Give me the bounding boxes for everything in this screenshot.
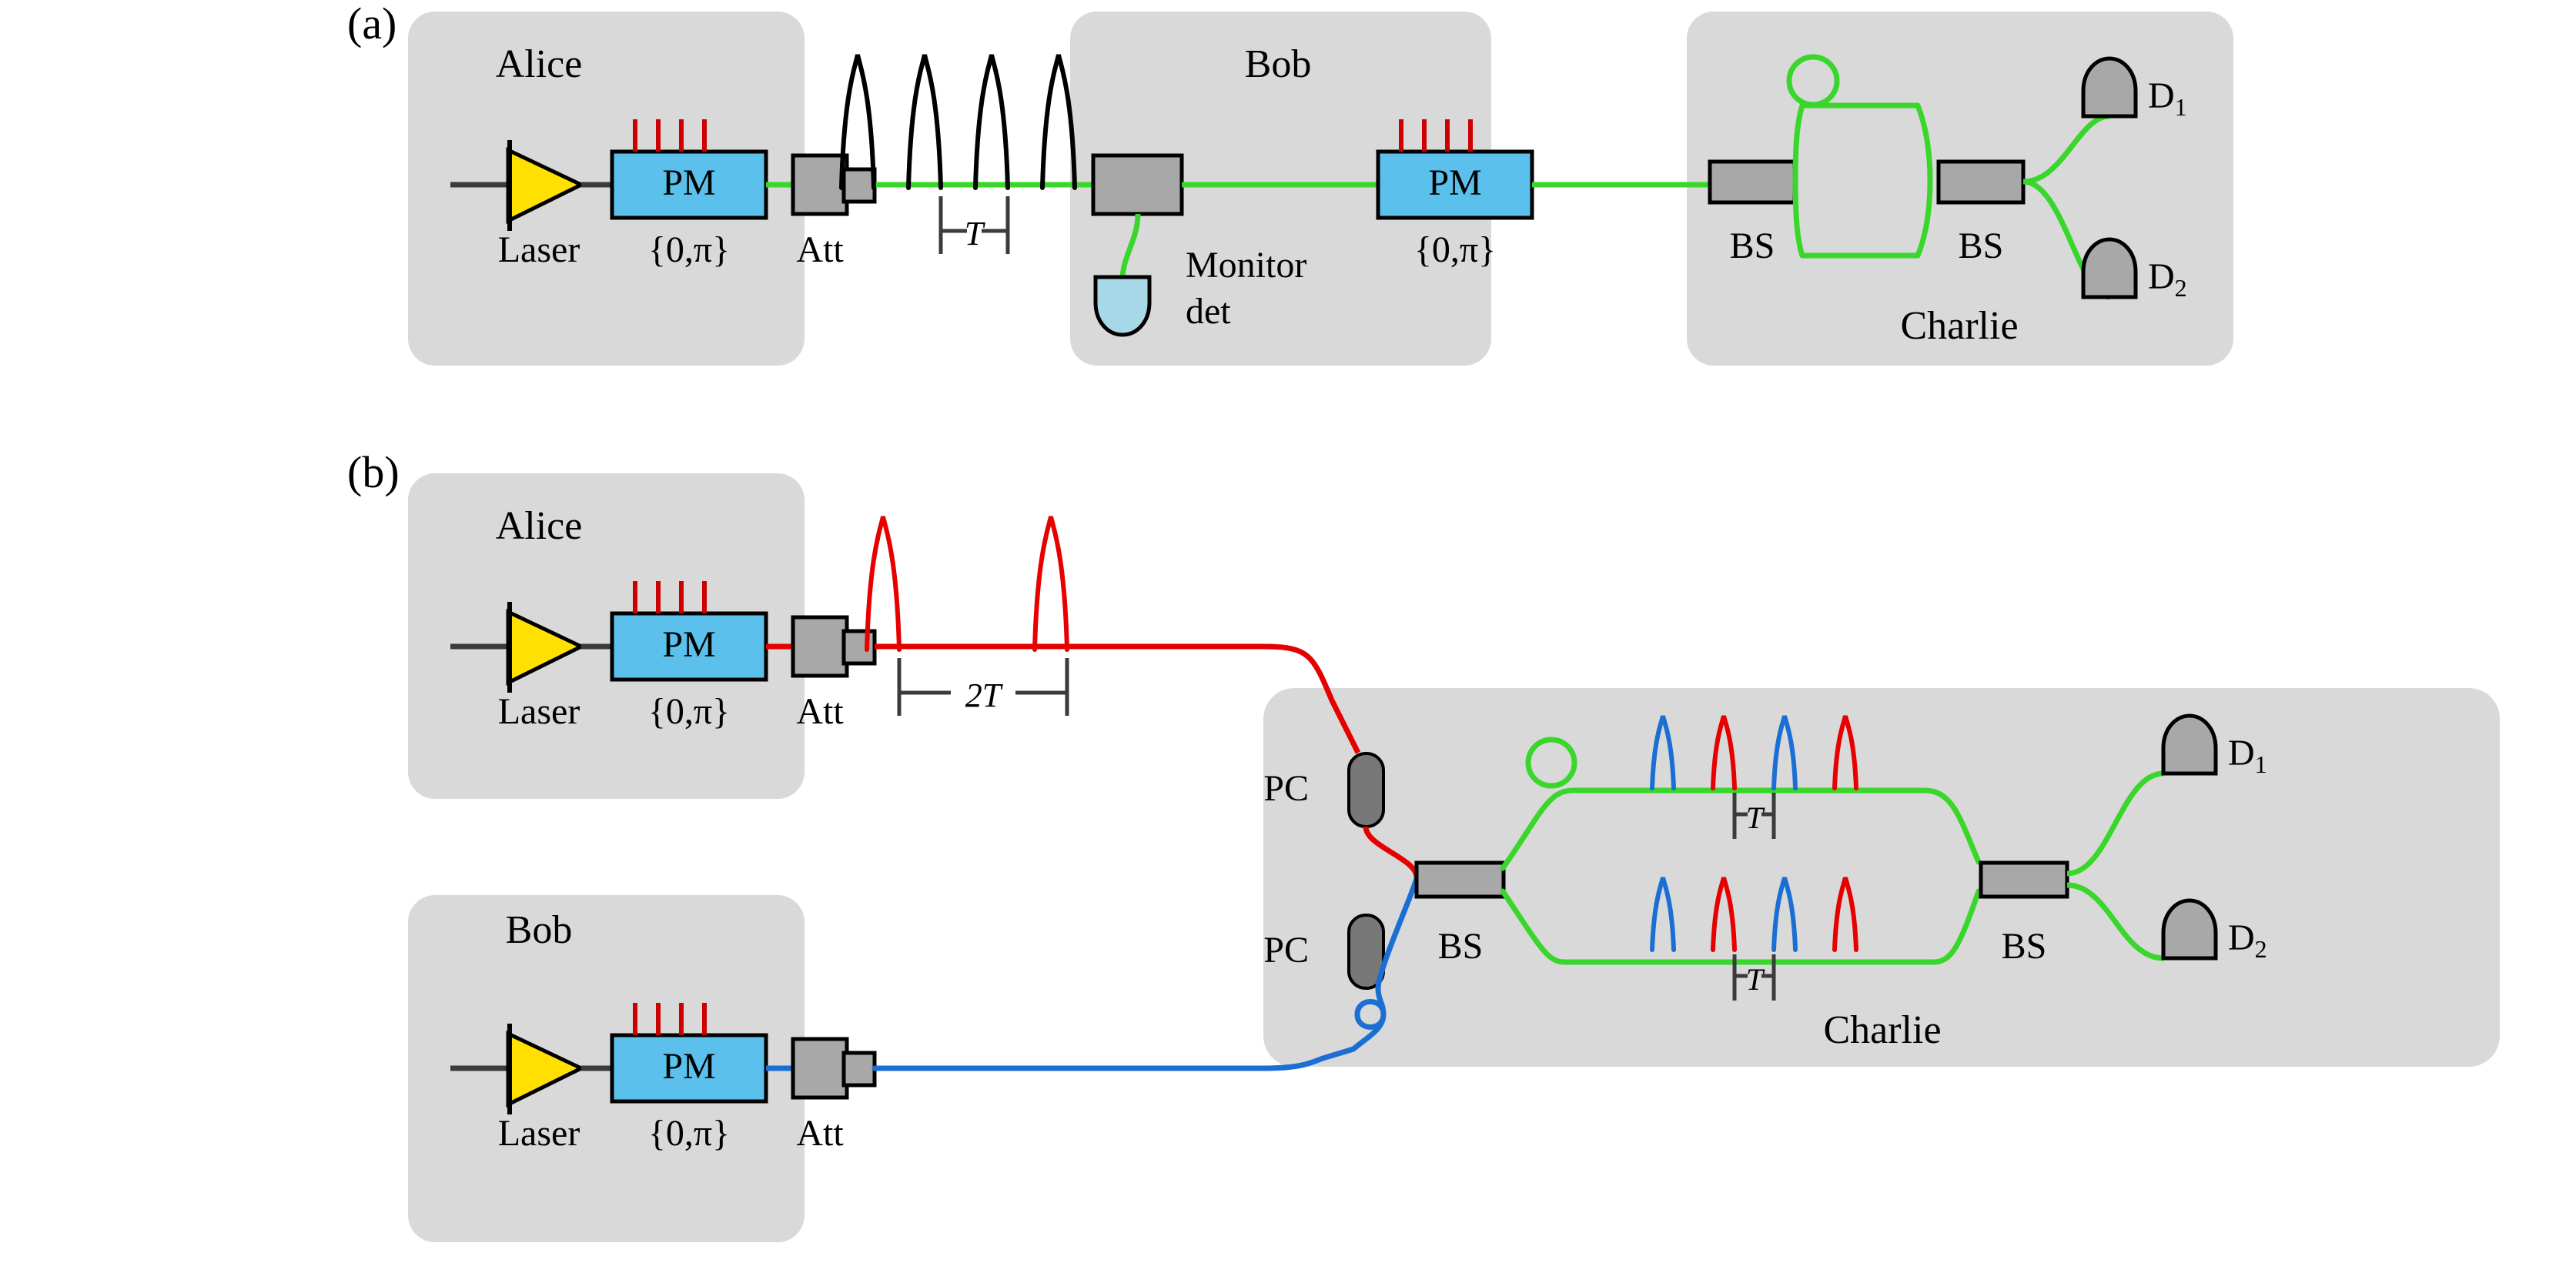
svg-text:Laser: Laser bbox=[498, 229, 580, 270]
svg-text:PC: PC bbox=[1263, 930, 1309, 971]
svg-text:Laser: Laser bbox=[498, 1113, 580, 1154]
svg-text:Att: Att bbox=[796, 229, 844, 270]
svg-text:(a): (a) bbox=[347, 0, 396, 48]
svg-text:2T: 2T bbox=[965, 677, 1004, 714]
svg-text:{0,π}: {0,π} bbox=[648, 1113, 730, 1154]
svg-text:Alice: Alice bbox=[496, 42, 583, 86]
svg-text:Bob: Bob bbox=[506, 908, 573, 952]
svg-text:Laser: Laser bbox=[498, 691, 580, 732]
svg-text:{0,π}: {0,π} bbox=[648, 229, 730, 270]
svg-text:T: T bbox=[1746, 962, 1765, 997]
svg-text:Att: Att bbox=[796, 691, 844, 732]
svg-text:BS: BS bbox=[2002, 926, 2047, 967]
svg-text:det: det bbox=[1186, 291, 1231, 332]
svg-text:Charlie: Charlie bbox=[1823, 1008, 1941, 1052]
svg-text:T: T bbox=[1746, 800, 1765, 835]
svg-text:PC: PC bbox=[1263, 768, 1309, 809]
svg-text:Charlie: Charlie bbox=[1900, 304, 2018, 348]
svg-text:PM: PM bbox=[662, 162, 715, 203]
svg-text:Bob: Bob bbox=[1245, 42, 1312, 86]
svg-text:Monitor: Monitor bbox=[1186, 245, 1306, 286]
svg-text:{0,π}: {0,π} bbox=[1414, 229, 1496, 270]
svg-text:BS: BS bbox=[1730, 226, 1775, 266]
svg-text:PM: PM bbox=[662, 1046, 715, 1087]
svg-text:Att: Att bbox=[796, 1113, 844, 1154]
svg-text:T: T bbox=[965, 215, 986, 252]
svg-text:{0,π}: {0,π} bbox=[648, 691, 730, 732]
svg-text:Alice: Alice bbox=[496, 504, 583, 548]
svg-text:PM: PM bbox=[1428, 162, 1481, 203]
svg-text:BS: BS bbox=[1438, 926, 1484, 967]
svg-text:PM: PM bbox=[662, 624, 715, 665]
svg-text:(b): (b) bbox=[347, 447, 400, 497]
svg-text:BS: BS bbox=[1959, 226, 2004, 266]
